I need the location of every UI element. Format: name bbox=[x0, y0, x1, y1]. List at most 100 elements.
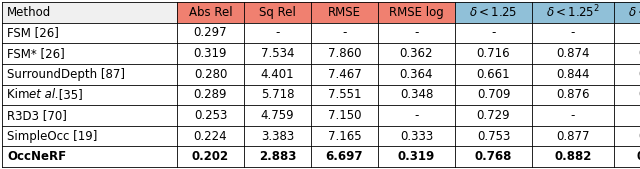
Bar bbox=[311, 146, 378, 167]
Bar bbox=[378, 43, 455, 64]
Text: 0.364: 0.364 bbox=[400, 68, 433, 81]
Bar bbox=[532, 105, 614, 126]
Text: 0.931: 0.931 bbox=[636, 150, 640, 163]
Bar bbox=[455, 146, 532, 167]
Text: $\delta < 1.25^2$: $\delta < 1.25^2$ bbox=[546, 4, 600, 21]
Text: OccNeRF: OccNeRF bbox=[7, 150, 66, 163]
Text: 0.753: 0.753 bbox=[477, 130, 510, 143]
Text: 0.202: 0.202 bbox=[192, 150, 229, 163]
Bar bbox=[311, 84, 378, 105]
Bar bbox=[455, 126, 532, 146]
Text: 0.876: 0.876 bbox=[556, 88, 589, 101]
Bar bbox=[532, 146, 614, 167]
Bar bbox=[244, 146, 311, 167]
Bar bbox=[378, 2, 455, 23]
Text: 2.883: 2.883 bbox=[259, 150, 296, 163]
Bar bbox=[311, 126, 378, 146]
Text: SurroundDepth [87]: SurroundDepth [87] bbox=[7, 68, 125, 81]
Text: $\delta < 1.25$: $\delta < 1.25$ bbox=[470, 6, 518, 19]
Bar bbox=[2, 84, 177, 105]
Text: 0.661: 0.661 bbox=[477, 68, 510, 81]
Bar bbox=[378, 146, 455, 167]
Bar bbox=[455, 64, 532, 84]
Text: 4.759: 4.759 bbox=[260, 109, 294, 122]
Text: Kim: Kim bbox=[7, 88, 32, 101]
Text: 7.534: 7.534 bbox=[260, 47, 294, 60]
Bar bbox=[614, 43, 640, 64]
Bar bbox=[2, 2, 177, 23]
Bar bbox=[614, 105, 640, 126]
Bar bbox=[311, 23, 378, 43]
Bar bbox=[2, 43, 177, 64]
Text: 7.150: 7.150 bbox=[328, 109, 361, 122]
Text: RMSE: RMSE bbox=[328, 6, 361, 19]
Bar bbox=[455, 43, 532, 64]
Text: 0.931: 0.931 bbox=[638, 47, 640, 60]
Text: -: - bbox=[571, 109, 575, 122]
Bar bbox=[455, 84, 532, 105]
Text: 3.383: 3.383 bbox=[261, 130, 294, 143]
Bar bbox=[614, 23, 640, 43]
Text: 0.224: 0.224 bbox=[194, 130, 227, 143]
Bar bbox=[311, 64, 378, 84]
Bar bbox=[177, 43, 244, 64]
Text: -: - bbox=[571, 26, 575, 39]
Bar bbox=[532, 64, 614, 84]
Text: 7.860: 7.860 bbox=[328, 47, 361, 60]
Text: 7.467: 7.467 bbox=[328, 68, 362, 81]
Bar bbox=[244, 84, 311, 105]
Bar bbox=[378, 126, 455, 146]
Text: -: - bbox=[414, 109, 419, 122]
Bar bbox=[311, 105, 378, 126]
Text: R3D3 [70]: R3D3 [70] bbox=[7, 109, 67, 122]
Text: SimpleOcc [19]: SimpleOcc [19] bbox=[7, 130, 97, 143]
Bar bbox=[455, 105, 532, 126]
Bar bbox=[378, 84, 455, 105]
Bar bbox=[177, 2, 244, 23]
Text: et al.: et al. bbox=[29, 88, 59, 101]
Bar bbox=[244, 23, 311, 43]
Text: 0.930: 0.930 bbox=[638, 130, 640, 143]
Text: 0.319: 0.319 bbox=[398, 150, 435, 163]
Bar bbox=[177, 64, 244, 84]
Text: FSM* [26]: FSM* [26] bbox=[7, 47, 65, 60]
Bar bbox=[614, 146, 640, 167]
Text: 0.280: 0.280 bbox=[194, 68, 227, 81]
Bar bbox=[455, 23, 532, 43]
Text: -: - bbox=[414, 26, 419, 39]
Text: Method: Method bbox=[7, 6, 51, 19]
Text: 0.333: 0.333 bbox=[400, 130, 433, 143]
Bar bbox=[614, 2, 640, 23]
Text: 0.844: 0.844 bbox=[556, 68, 589, 81]
Text: -: - bbox=[275, 26, 280, 39]
Text: -: - bbox=[492, 26, 496, 39]
Text: 0.716: 0.716 bbox=[477, 47, 510, 60]
Text: 0.319: 0.319 bbox=[194, 47, 227, 60]
Text: $\delta < 1.25^3$: $\delta < 1.25^3$ bbox=[628, 4, 640, 21]
Text: 0.297: 0.297 bbox=[194, 26, 227, 39]
Bar bbox=[177, 126, 244, 146]
Bar bbox=[532, 2, 614, 23]
Bar bbox=[532, 23, 614, 43]
Text: [35]: [35] bbox=[55, 88, 83, 101]
Bar bbox=[244, 126, 311, 146]
Bar bbox=[2, 146, 177, 167]
Text: Sq Rel: Sq Rel bbox=[259, 6, 296, 19]
Text: 0.253: 0.253 bbox=[194, 109, 227, 122]
Bar bbox=[532, 84, 614, 105]
Text: 0.709: 0.709 bbox=[477, 88, 510, 101]
Text: 0.877: 0.877 bbox=[556, 130, 589, 143]
Bar bbox=[311, 43, 378, 64]
Bar bbox=[614, 64, 640, 84]
Bar bbox=[455, 2, 532, 23]
Text: 7.165: 7.165 bbox=[328, 130, 362, 143]
Text: 0.882: 0.882 bbox=[554, 150, 592, 163]
Bar bbox=[311, 2, 378, 23]
Text: RMSE log: RMSE log bbox=[389, 6, 444, 19]
Bar bbox=[177, 105, 244, 126]
Bar bbox=[244, 2, 311, 23]
Bar bbox=[378, 105, 455, 126]
Text: Abs Rel: Abs Rel bbox=[189, 6, 232, 19]
Bar bbox=[2, 64, 177, 84]
Bar bbox=[378, 23, 455, 43]
